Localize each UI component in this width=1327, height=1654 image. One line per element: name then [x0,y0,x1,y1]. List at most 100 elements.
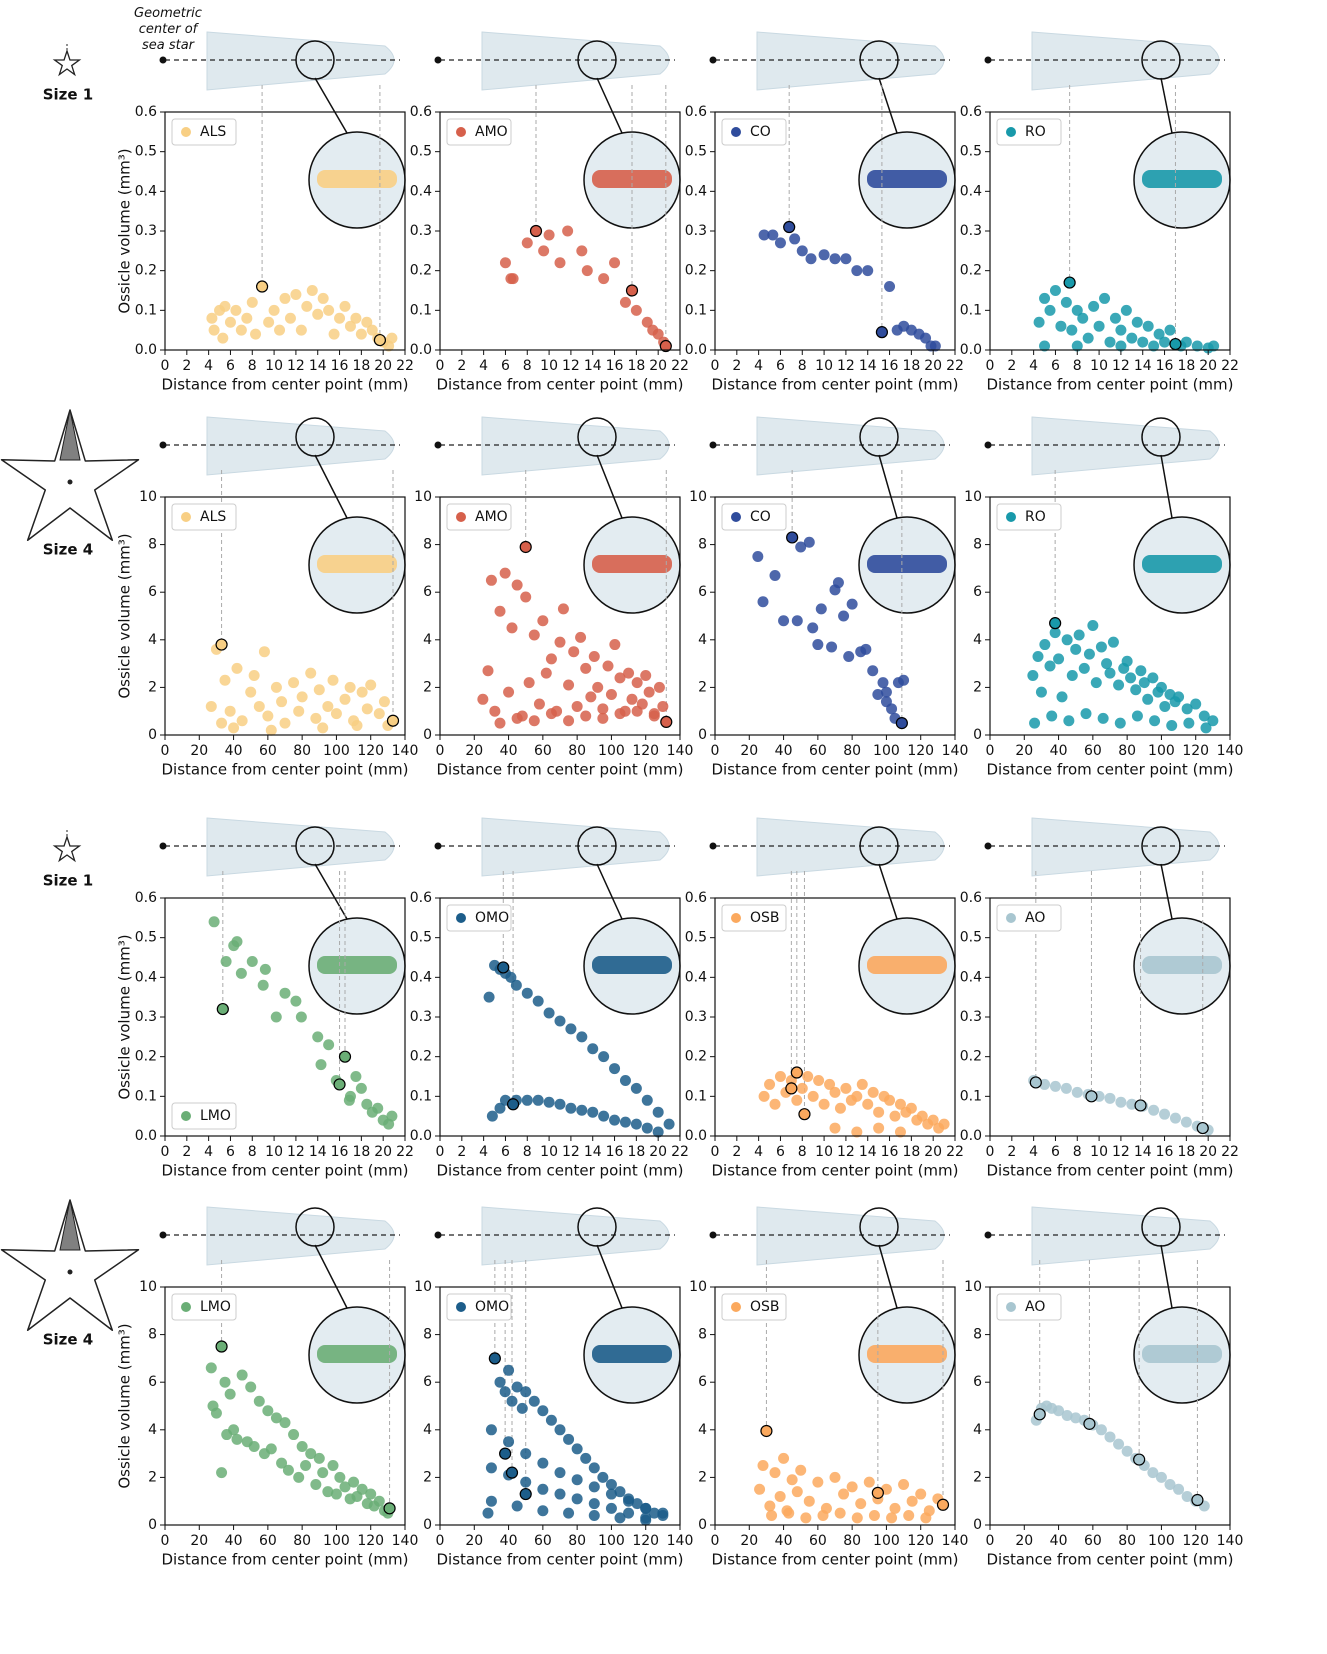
y-tick-label: 10 [689,489,707,505]
x-tick-label: 10 [815,1144,833,1160]
y-tick-label: 6 [423,1374,432,1390]
point [606,1479,617,1490]
x-tick-label: 40 [1050,1533,1068,1549]
x-tick-label: 20 [374,1144,392,1160]
x-tick-label: 0 [711,743,720,759]
x-tick-label: 22 [671,358,689,374]
legend-label: CO [750,124,771,140]
point [522,237,533,248]
point [1063,715,1074,726]
point [886,1512,897,1523]
point [529,1396,540,1407]
y-tick-label: 0.6 [960,104,982,120]
point [1115,325,1126,336]
x-tick-label: 4 [479,358,488,374]
point [1132,710,1143,721]
point [384,1503,395,1514]
plot-area [1034,277,1220,353]
point [293,1472,304,1483]
point [792,1486,803,1497]
point [331,1489,342,1500]
point [232,936,243,947]
point [775,1071,786,1082]
y-tick-label: 0.4 [960,969,982,985]
point [1096,1424,1107,1435]
y-tick-label: 0.3 [685,1009,707,1025]
x-tick-label: 16 [331,1144,349,1160]
x-tick-label: 18 [352,1144,370,1160]
point [323,1039,334,1050]
point [1050,285,1061,296]
point [565,1023,576,1034]
point [555,1099,566,1110]
y-tick-label: 8 [423,537,432,553]
point [589,1481,600,1492]
point [1030,1077,1041,1088]
point [886,703,897,714]
point [357,687,368,698]
point [752,551,763,562]
y-tick-label: 2 [698,679,707,695]
zoom-content [592,1345,672,1363]
x-tick-label: 22 [396,358,414,374]
x-tick-label: 16 [606,1144,624,1160]
x-tick-label: 22 [671,1144,689,1160]
x-tick-label: 100 [323,743,350,759]
zoom-link [597,455,622,518]
y-tick-label: 10 [139,489,157,505]
y-tick-label: 0.2 [410,1049,432,1065]
point [1046,710,1057,721]
x-tick-label: 0 [986,1144,995,1160]
y-tick-label: 2 [423,1469,432,1485]
center-point [710,1232,717,1239]
point [1156,1472,1167,1483]
point [254,1396,265,1407]
point [797,1083,808,1094]
y-tick-label: 0.4 [410,183,432,199]
point [759,1091,770,1102]
point [1113,1439,1124,1450]
point [1050,1081,1061,1092]
point [1170,339,1181,350]
point [541,668,552,679]
center-dot [68,480,73,485]
point [537,615,548,626]
point [477,694,488,705]
point [206,701,217,712]
point [221,956,232,967]
point [262,710,273,721]
y-tick-label: 0.3 [410,1009,432,1025]
y-tick-label: 2 [148,679,157,695]
point [498,962,509,973]
y-tick-label: 0.2 [685,1049,707,1065]
point [508,1099,519,1110]
star-icon [55,51,80,75]
plot-area [1028,1075,1214,1136]
y-tick-label: 0.3 [685,223,707,239]
point [290,289,301,300]
point [241,313,252,324]
x-axis-label: Distance from center point (mm) [161,376,408,394]
point [597,1472,608,1483]
x-tick-label: 0 [436,1533,445,1549]
point [800,1512,811,1523]
point [631,1119,642,1130]
x-tick-label: 140 [1217,743,1244,759]
point [276,696,287,707]
x-tick-label: 12 [1112,1144,1130,1160]
point [791,1095,802,1106]
point [1121,305,1132,316]
arm-render [757,417,944,475]
x-tick-label: 120 [357,743,384,759]
x-tick-label: 0 [161,1533,170,1549]
point [1062,634,1073,645]
x-tick-label: 0 [436,743,445,759]
y-tick-label: 2 [148,1469,157,1485]
x-tick-label: 2 [732,1144,741,1160]
point [775,1491,786,1502]
point [546,653,557,664]
point [260,964,271,975]
point [855,1498,866,1509]
point [555,257,566,268]
arm-render [207,818,394,876]
